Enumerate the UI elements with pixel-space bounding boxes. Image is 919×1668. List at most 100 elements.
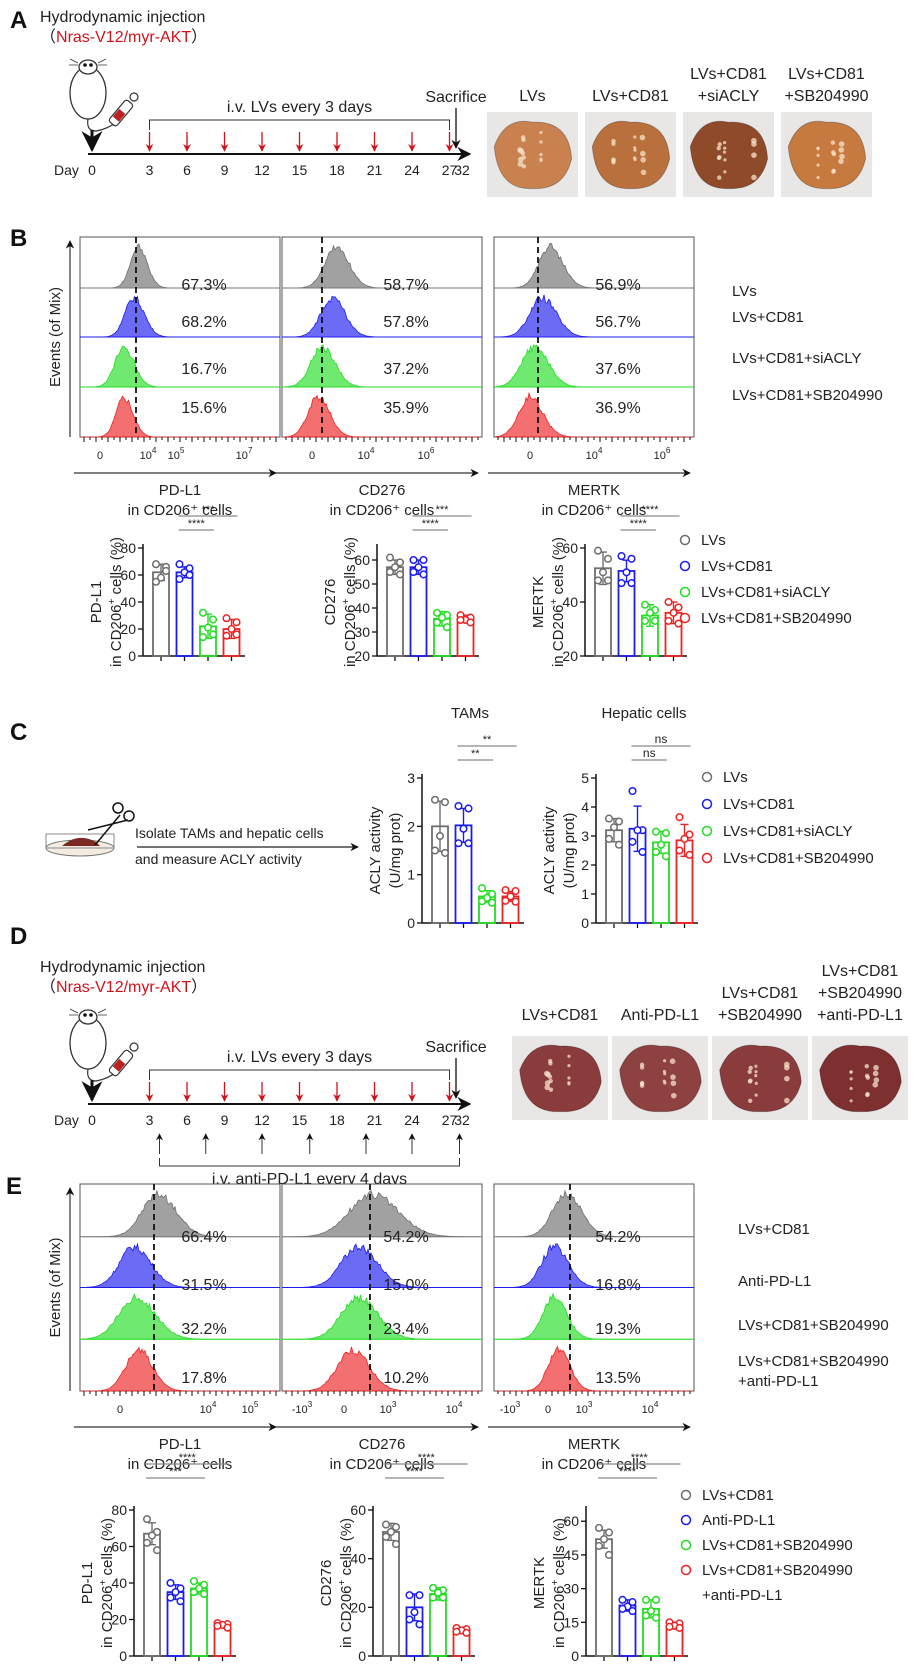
tumor-nodule — [640, 169, 647, 176]
data-point — [459, 824, 468, 833]
mouse-eye — [89, 63, 93, 67]
data-point — [628, 787, 637, 796]
mouse-whiskers — [69, 58, 107, 66]
day-tick-label: 15 — [292, 1112, 308, 1128]
data-point — [151, 577, 161, 586]
tumor-nodule — [662, 1079, 666, 1083]
y-tick-label: 60 — [111, 1539, 127, 1555]
day-tick-label: 21 — [367, 1112, 383, 1128]
y-axis-label: ACLY activity — [541, 806, 558, 894]
data-point — [645, 608, 655, 617]
tumor-nodule — [567, 1064, 571, 1068]
percent-positive-label: 16.7% — [181, 361, 226, 378]
tumor-nodule — [849, 1077, 853, 1081]
significance-label: **** — [619, 1466, 637, 1478]
tumor-nodule — [816, 175, 820, 180]
sacrifice-label: Sacrifice — [425, 1039, 486, 1056]
x-tick-label: 106 — [654, 446, 671, 462]
data-point — [152, 1546, 162, 1555]
tumor-nodule — [751, 141, 757, 147]
photo-label: LVs+CD81 — [690, 66, 767, 83]
tumor-nodule — [838, 147, 845, 153]
tumor-nodule — [838, 141, 845, 147]
injection-construct: （Nras-V12/myr-AKT） — [40, 28, 207, 46]
day-tick-label: 15 — [292, 162, 308, 178]
x-tick-label: 104 — [140, 446, 157, 462]
tumor-nodule — [544, 1084, 551, 1091]
tumor-nodule — [670, 1092, 677, 1099]
data-point — [614, 840, 624, 849]
day-tick-label: 21 — [367, 162, 383, 178]
data-point — [675, 1623, 684, 1632]
bar — [175, 571, 194, 657]
data-point — [385, 567, 395, 577]
bar — [409, 566, 428, 657]
liver-photo — [612, 1036, 708, 1120]
significance-label: *** — [169, 1466, 183, 1478]
y-axis-label: (U/mg prot) — [387, 813, 404, 889]
data-point — [594, 1541, 604, 1550]
data-point — [223, 1623, 232, 1632]
percent-positive-label: 15.0% — [383, 1277, 428, 1294]
data-point — [640, 616, 650, 625]
data-point — [232, 630, 241, 639]
tumor-nodule — [849, 1086, 853, 1091]
percent-positive-label: 17.8% — [181, 1370, 226, 1387]
injection-title: Hydrodynamic injection — [40, 959, 205, 976]
tumor-nodule — [670, 1074, 676, 1080]
tumor-nodule — [662, 1069, 667, 1074]
tumor-nodule — [849, 1099, 853, 1103]
data-point — [603, 576, 613, 585]
mouse-eye — [83, 63, 87, 67]
liver-shape — [689, 120, 769, 190]
data-point — [511, 887, 520, 896]
y-tick-label: 0 — [571, 1648, 579, 1664]
percent-positive-label: 56.7% — [595, 314, 640, 331]
x-tick-label: 106 — [418, 446, 435, 462]
percent-positive-label: 35.9% — [383, 400, 428, 417]
tumor-nodule — [873, 1077, 880, 1083]
tumor-nodule — [830, 140, 836, 145]
chart-title: Hepatic cells — [601, 705, 686, 722]
y-tick-label: 3 — [407, 770, 415, 786]
tumor-nodule — [865, 1091, 870, 1097]
x-tick-label: 107 — [236, 446, 253, 462]
x-tick-label: 104 — [586, 446, 603, 462]
liver-shape — [819, 1044, 902, 1113]
y-axis-label: ACLY activity — [367, 806, 384, 894]
tumor-nodule — [816, 147, 820, 151]
data-point — [651, 1613, 661, 1622]
histogram-group-label: LVs+CD81+SB204990 — [738, 1317, 889, 1334]
data-point — [147, 1531, 157, 1540]
data-point — [633, 826, 642, 835]
data-point — [222, 631, 231, 640]
tumor-nodule — [722, 150, 727, 154]
tumor-nodule — [747, 1069, 752, 1074]
data-point — [430, 846, 440, 855]
day-tick-label: 18 — [329, 162, 345, 178]
data-point — [199, 1589, 209, 1598]
x-axis-subtitle: in CD206⁺ cells — [330, 1456, 435, 1473]
significance-label: **** — [179, 1452, 197, 1464]
x-axis-subtitle: in CD206⁺ cells — [330, 502, 435, 519]
x-tick-label: -103 — [292, 1400, 313, 1416]
dish-wall — [45, 833, 115, 849]
significance-label: ns — [643, 746, 656, 760]
data-point — [410, 1608, 419, 1617]
tumor-nodule — [633, 146, 637, 150]
histogram-group-label: LVs+CD81 — [732, 309, 804, 326]
legend-marker — [680, 1514, 692, 1526]
data-point — [142, 1538, 152, 1547]
x-axis-marker-label: CD276 — [359, 1436, 406, 1453]
tumor-nodule — [517, 161, 524, 167]
histogram-group-label: LVs — [732, 283, 757, 300]
data-point — [664, 616, 673, 625]
histogram-group-label: LVs+CD81 — [738, 1221, 810, 1238]
day-tick-label: 32 — [454, 1112, 470, 1128]
data-point — [156, 573, 166, 582]
data-point — [433, 1588, 443, 1597]
tumor-nodule — [520, 151, 526, 156]
